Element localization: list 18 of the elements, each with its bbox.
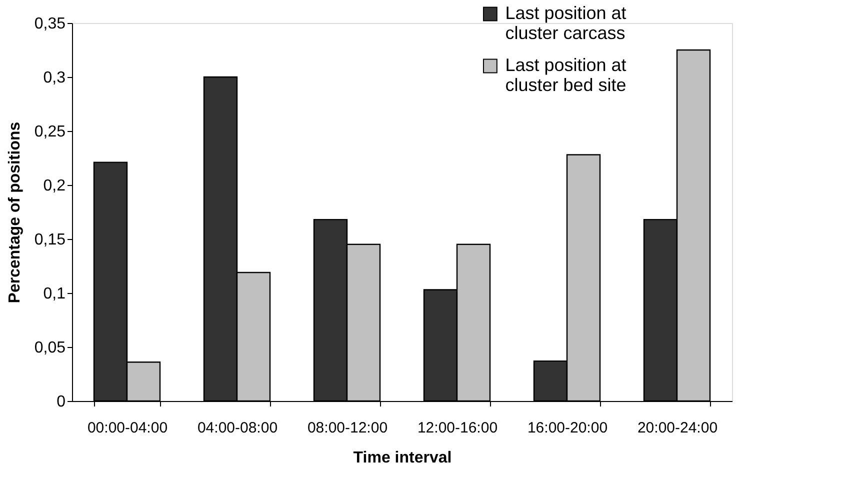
legend-label: Last position at cluster carcass [505,3,626,43]
y-tick-label: 0,25 [34,124,66,140]
x-tick-label: 04:00-08:00 [197,420,278,436]
legend-label: Last position at cluster bed site [505,55,626,95]
x-axis-title: Time interval [353,450,452,466]
y-tick-label: 0,2 [43,178,66,194]
x-tick-label: 00:00-04:00 [87,420,168,436]
y-tick-label: 0,1 [43,286,66,302]
y-tick-label: 0,05 [34,340,66,356]
x-tick-label: 20:00-24:00 [637,420,718,436]
y-tick-label: 0,35 [34,16,66,32]
y-tick-label: 0 [56,394,66,410]
x-tick-label: 16:00-20:00 [527,420,608,436]
y-axis-title: Percentage of positions [6,122,24,304]
x-tick-label: 08:00-12:00 [307,420,388,436]
y-tick-label: 0,3 [43,70,66,86]
y-tick-label: 0,15 [34,232,66,248]
x-tick-label: 12:00-16:00 [417,420,498,436]
